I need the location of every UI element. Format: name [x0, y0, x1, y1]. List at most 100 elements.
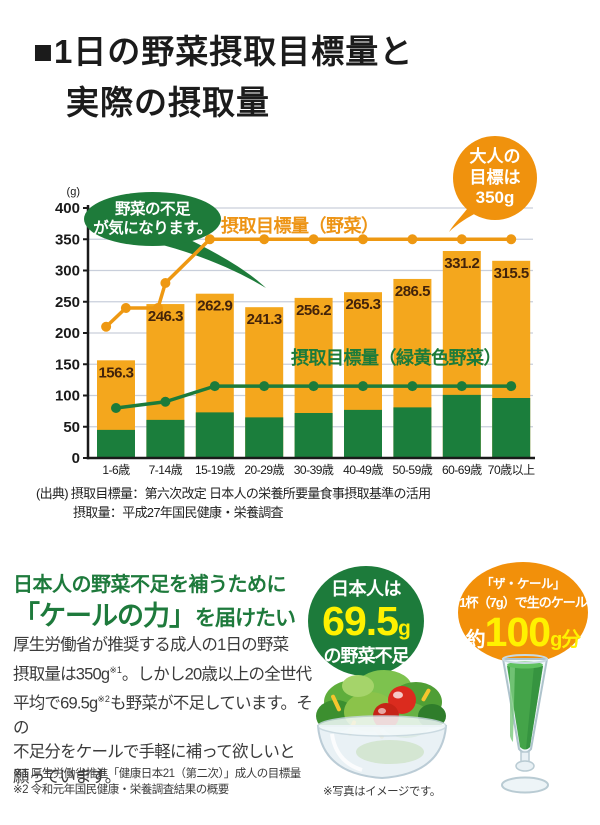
adult-target-badge: 大人の 目標は 350g [453, 136, 537, 220]
bar-green-vegetables [195, 412, 234, 458]
badge-line1: 大人の [469, 147, 521, 167]
y-tick-label: 350 [55, 231, 80, 248]
line-marker [160, 396, 171, 407]
line-marker [358, 381, 368, 392]
y-tick-label: 400 [55, 200, 80, 217]
bar-value-label: 315.5 [494, 265, 529, 282]
title-line2: 実際の摂取量 [66, 84, 270, 122]
x-category-label: 60-69歳 [442, 463, 482, 477]
x-category-label: 20-29歳 [244, 463, 284, 477]
heading-rest: を届けたい [195, 607, 296, 630]
page-title: ■1日の野菜摂取目標量と 実際の摂取量 [33, 26, 413, 128]
x-category-label: 70歳以上 [488, 463, 535, 477]
y-tick-label: 250 [55, 294, 80, 311]
y-axis-unit-label: (g) [67, 186, 80, 198]
intake-chart: 156.3 246.3 262.9 241.3 256.2 265.3 286.5 331.2… [55, 186, 536, 477]
deficit-badge: 日本人は 69.5g の野菜不足 [308, 566, 424, 676]
source-line2: 摂取量：平成27年国民健康・栄養調査 [73, 505, 284, 520]
bar-green-vegetables [97, 429, 135, 458]
badge-tail [449, 209, 480, 232]
kale-juice-photo [501, 654, 549, 794]
bar-value-label: 286.5 [395, 283, 430, 300]
badge-line2: 目標は [469, 167, 521, 187]
line-marker [101, 321, 112, 332]
kale-line2: 1杯（7g）で生のケール [459, 594, 587, 610]
y-tick-label: 100 [55, 388, 80, 405]
line-marker [209, 381, 220, 392]
kale-prefix: 約 [465, 628, 486, 651]
line-marker [506, 234, 517, 245]
line-marker [308, 234, 319, 245]
bar-green-vegetables [245, 417, 284, 458]
bar-value-label: 256.2 [296, 302, 331, 319]
x-category-label: 1-6歳 [102, 463, 130, 477]
y-tick-label: 200 [55, 325, 80, 342]
x-category-label: 40-49歳 [343, 463, 383, 477]
line-marker [204, 234, 215, 245]
title-line1: ■1日の野菜摂取目標量と [33, 33, 414, 70]
body-line: 摂取量は350g※1。しかし20歳以上の全世代 [13, 664, 312, 684]
bar-green-vegetables [492, 398, 531, 458]
y-tick-label: 50 [63, 419, 80, 436]
line-marker [259, 234, 270, 245]
bar-value-label: 262.9 [197, 298, 232, 315]
legend-target-green-vegetables: 摂取目標量（緑黄色野菜） [291, 348, 502, 368]
line-marker [160, 278, 171, 288]
kale-line1: 「ザ・ケール」 [480, 576, 566, 591]
x-category-label: 30-39歳 [294, 463, 334, 477]
bar-value-label: 331.2 [444, 255, 479, 272]
bar-value-label: 241.3 [247, 311, 282, 328]
y-tick-label: 300 [55, 263, 80, 280]
bar-value-label: 246.3 [148, 308, 183, 325]
line-marker [308, 381, 319, 392]
body-line: 不足分をケールで手軽に補って欲しいと [13, 743, 296, 761]
bar-green-vegetables [344, 409, 382, 458]
source-line1: (出典) 摂取目標量：第六次改定 日本人の栄養所要量食事摂取基準の活用 [36, 486, 431, 501]
bubble-tail [155, 234, 266, 288]
line-marker [407, 234, 418, 245]
bar-green-vegetables [294, 413, 333, 458]
footnote-2: ※2 令和元年国民健康・栄養調査結果の概要 [13, 784, 229, 796]
x-category-label: 7-14歳 [149, 463, 183, 477]
kale-badge: 「ザ・ケール」 1杯（7g）で生のケール 約100g分 [458, 562, 588, 663]
body-line: 厚生労働省が推奨する成人の1日の野菜 [13, 636, 289, 654]
body-line: 願っています。 [13, 767, 121, 786]
line-marker [120, 303, 131, 313]
footnote-1: ※1 厚生労働省推進「健康日本21（第二次）」成人の目標量 [13, 768, 301, 780]
title-bullet-icon: ■ [33, 33, 54, 70]
x-category-label: 50-59歳 [393, 463, 433, 477]
body-line: 平均で69.5g※2も野菜が不足しています。その [13, 693, 313, 737]
y-tick-label: 150 [55, 356, 80, 373]
juice-glass [501, 654, 549, 794]
photo-caption: ※写真はイメージです。 [323, 786, 441, 798]
heading-emphasis: 「ケールの力」 [13, 601, 196, 631]
deficit-line1: 日本人は [331, 578, 402, 599]
line-marker [152, 303, 163, 313]
bubble-line1: 野菜の不足 [114, 200, 191, 218]
bar-green-vegetables [393, 407, 432, 458]
line-marker [358, 234, 368, 245]
line-marker [407, 381, 418, 392]
line-marker [456, 234, 467, 245]
salad-photo [316, 670, 448, 780]
glass-bowl [316, 715, 448, 780]
badge-line3: 350g [475, 188, 515, 208]
deficit-value: 69.5 [322, 597, 399, 644]
bar-value-label: 265.3 [345, 296, 380, 313]
line-marker [456, 381, 467, 392]
line-marker [506, 381, 517, 392]
kale-suffix: g分 [550, 628, 581, 651]
message-heading-line1: 日本人の野菜不足を補うために [13, 574, 287, 596]
bar-green-vegetables [146, 419, 185, 458]
deficit-line3: の野菜不足 [323, 645, 410, 666]
y-tick-label: 0 [72, 450, 80, 467]
legend-target-vegetables: 摂取目標量（野菜） [221, 216, 379, 236]
message-heading-line2: 「ケールの力」を届けたい [13, 594, 296, 633]
message-body: 厚生労働省が推奨する成人の1日の野菜摂取量は350g※1。しかし20歳以上の全世… [13, 633, 313, 789]
x-category-label: 15-19歳 [195, 463, 235, 477]
shortage-speech-bubble: 野菜の不足 が気になります。 [84, 192, 221, 246]
line-marker [259, 381, 270, 392]
bubble-line2: が気になります。 [93, 220, 212, 237]
line-marker [111, 403, 121, 413]
